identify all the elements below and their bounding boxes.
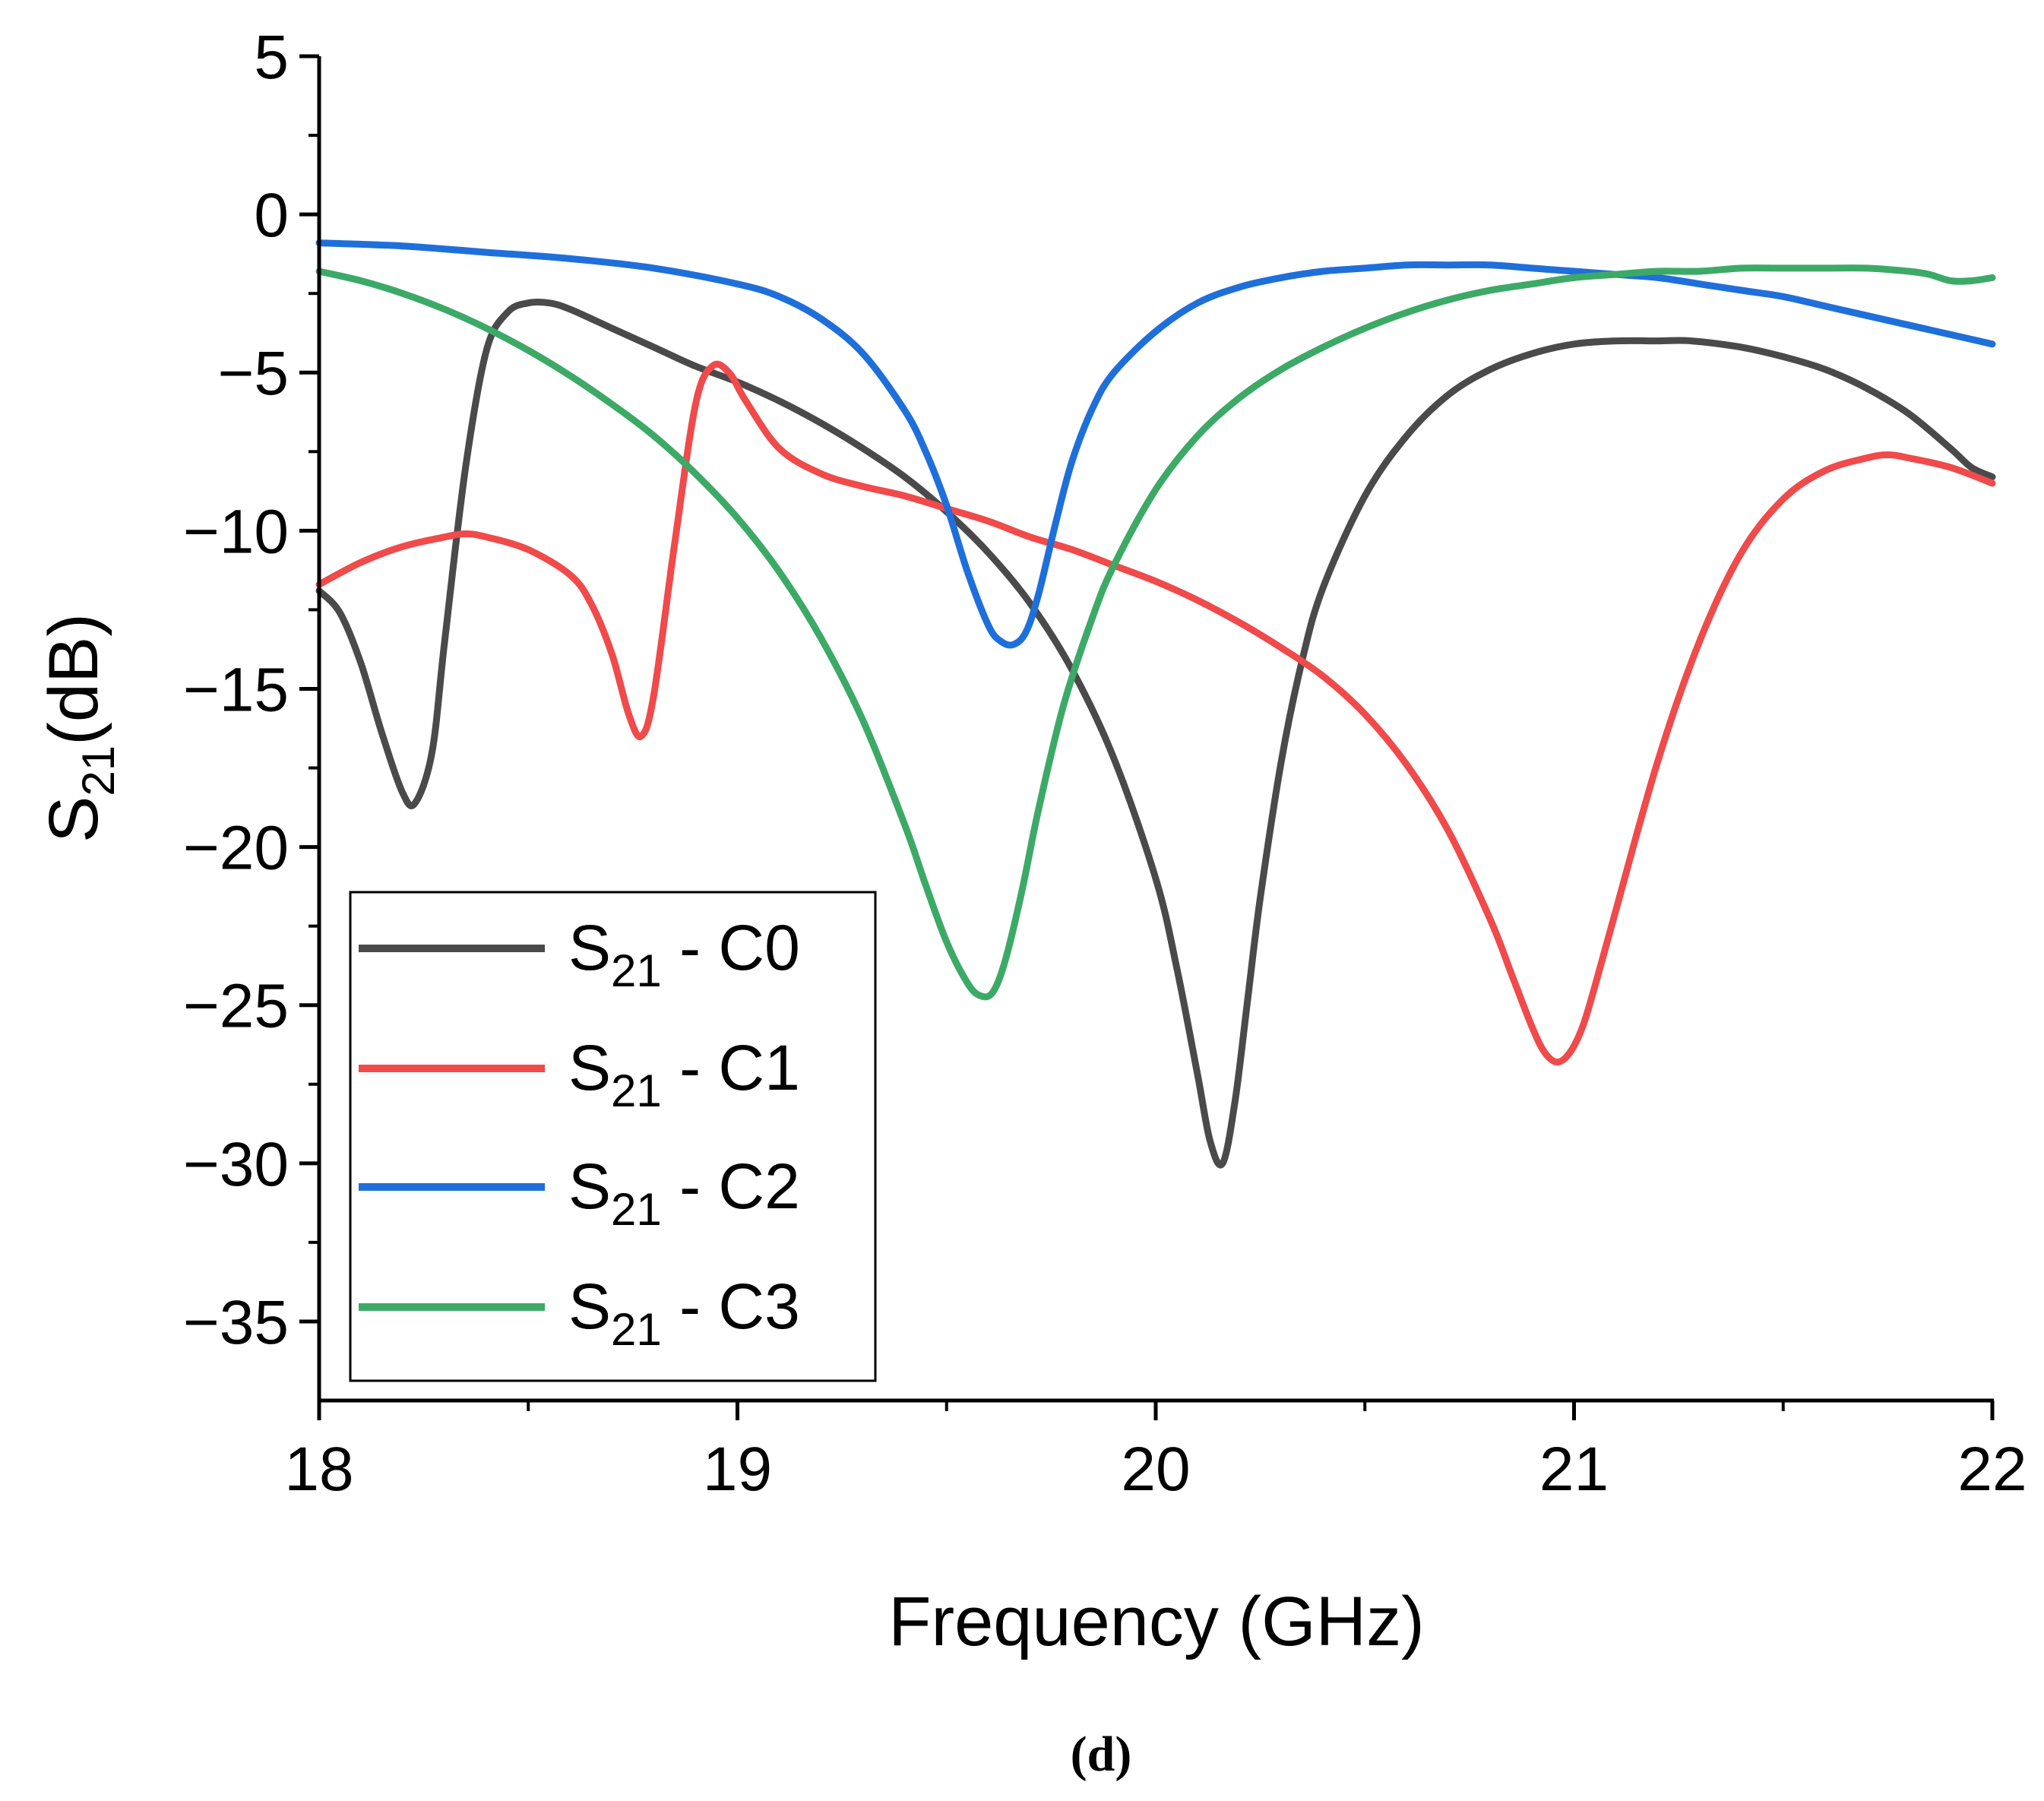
x-tick-label: 22 <box>1957 1435 2027 1504</box>
legend-label-c3: S21 - C3 <box>568 1271 800 1355</box>
legend-box <box>349 891 877 1382</box>
y-tick-label: −10 <box>183 497 289 566</box>
x-tick-label: 20 <box>1121 1435 1190 1504</box>
y-tick-label: −5 <box>218 339 290 408</box>
x-axis-title: Frequency (GHz) <box>888 1583 1425 1660</box>
plot-area: 5 0 −5 −10 −15 −20 −25 −30 −35 18 19 20 21 22 <box>183 23 2027 1504</box>
series-line-c3 <box>315 264 1996 1001</box>
y-tick-label: 5 <box>254 23 289 92</box>
x-tick-label: 21 <box>1539 1435 1609 1504</box>
x-tick-label: 19 <box>703 1435 772 1504</box>
series-line-c1 <box>315 360 1996 1066</box>
series-line-c0 <box>315 298 1996 1169</box>
y-tick-label: −25 <box>183 972 289 1041</box>
y-axis-title: S21(dB) <box>35 613 124 843</box>
y-tick-label: −20 <box>183 814 289 883</box>
y-tick-label: 0 <box>254 181 289 250</box>
panel-label: (d) <box>1071 1727 1132 1782</box>
y-tick-label: −15 <box>183 655 289 724</box>
y-ticks: 5 0 −5 −10 −15 −20 −25 −30 −35 <box>183 23 319 1357</box>
data-series-group <box>315 239 1996 1169</box>
legend-label-c0: S21 - C0 <box>568 912 800 996</box>
legend-label-c1: S21 - C1 <box>568 1032 800 1116</box>
x-tick-label: 18 <box>284 1435 353 1504</box>
x-ticks: 18 19 20 21 22 <box>284 1401 2027 1504</box>
legend-label-c2: S21 - C2 <box>568 1151 800 1235</box>
legend: S21 - C0 S21 - C1 S21 - C2 S21 - C3 <box>349 891 877 1382</box>
y-tick-label: −35 <box>183 1288 289 1357</box>
y-tick-label: −30 <box>183 1130 289 1199</box>
series-line-c2 <box>315 239 1996 649</box>
